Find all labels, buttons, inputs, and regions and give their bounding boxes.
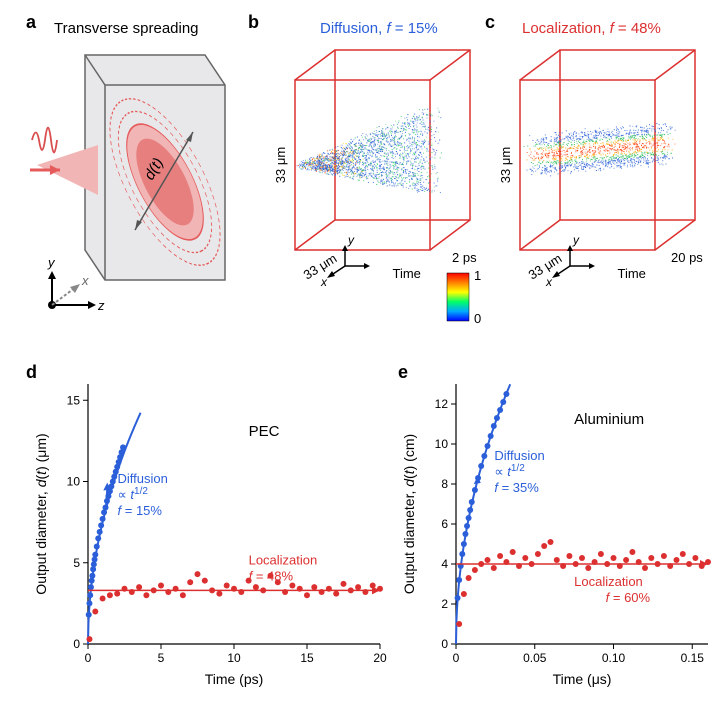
svg-text:2 ps: 2 ps <box>452 250 477 265</box>
svg-text:y: y <box>47 255 56 270</box>
panel-label-c: c <box>485 12 495 33</box>
svg-text:12: 12 <box>435 397 449 411</box>
svg-text:∝ t1/2: ∝ t1/2 <box>118 486 149 502</box>
svg-text:0: 0 <box>453 651 460 665</box>
svg-text:0.15: 0.15 <box>681 651 705 665</box>
svg-text:0: 0 <box>85 651 92 665</box>
svg-text:10: 10 <box>67 475 81 489</box>
svg-text:y: y <box>572 233 580 247</box>
panel-c-title: Localization, f = 48% <box>522 20 661 37</box>
svg-text:15: 15 <box>67 393 81 407</box>
panel-a: d(t)yzx <box>30 45 240 335</box>
svg-text:Time (ps): Time (ps) <box>205 671 264 687</box>
panel-label-b: b <box>248 12 259 33</box>
svg-text:0: 0 <box>73 637 80 651</box>
svg-text:0: 0 <box>441 637 448 651</box>
svg-text:f = 48%: f = 48% <box>249 568 294 583</box>
svg-text:5: 5 <box>73 556 80 570</box>
svg-text:x: x <box>545 275 553 289</box>
svg-text:x: x <box>320 275 328 289</box>
panel-e: 0 0.05 0.10 0.15 0 2 4 6 8 10 12 Time (μs) Output di… <box>398 372 718 692</box>
svg-text:0: 0 <box>474 311 481 326</box>
svg-text:Localization: Localization <box>574 574 643 589</box>
svg-text:Output diameter, d(t) (cm): Output diameter, d(t) (cm) <box>401 434 417 594</box>
svg-text:Time (μs): Time (μs) <box>553 671 612 687</box>
svg-text:15: 15 <box>300 651 314 665</box>
svg-text:Diffusion: Diffusion <box>494 448 544 463</box>
svg-text:Localization: Localization <box>249 552 318 567</box>
svg-text:1: 1 <box>474 268 481 283</box>
svg-text:5: 5 <box>158 651 165 665</box>
panel-c: 33 μm33 μm20 psTimeyx <box>490 40 710 340</box>
panel-d: 0 5 10 15 20 0 5 10 15 Time (ps) Output diameter, … <box>30 372 390 692</box>
svg-text:33 μm: 33 μm <box>498 147 513 183</box>
svg-text:10: 10 <box>435 437 449 451</box>
svg-text:∝ t1/2: ∝ t1/2 <box>494 463 525 479</box>
svg-text:PEC: PEC <box>249 423 280 440</box>
svg-text:f = 35%: f = 35% <box>494 480 539 495</box>
svg-text:8: 8 <box>441 477 448 491</box>
svg-text:f = 60%: f = 60% <box>606 590 651 605</box>
svg-text:6: 6 <box>441 517 448 531</box>
svg-text:x: x <box>81 273 89 288</box>
svg-text:33 μm: 33 μm <box>273 147 288 183</box>
colorbar: 10 <box>442 268 502 328</box>
svg-text:Time: Time <box>618 266 646 281</box>
svg-text:20 ps: 20 ps <box>671 250 703 265</box>
svg-text:2: 2 <box>441 597 448 611</box>
figure: a b c d e Transverse spreading d(t)yzx D… <box>10 10 714 696</box>
svg-text:f = 15%: f = 15% <box>118 503 163 518</box>
svg-text:4: 4 <box>441 557 448 571</box>
panel-a-title: Transverse spreading <box>54 20 199 37</box>
svg-text:Aluminium: Aluminium <box>574 411 644 428</box>
svg-text:0.05: 0.05 <box>523 651 547 665</box>
svg-text:Time: Time <box>393 266 421 281</box>
svg-text:Output diameter, d(t) (μm): Output diameter, d(t) (μm) <box>33 433 49 594</box>
panel-label-a: a <box>26 12 36 33</box>
svg-text:0.10: 0.10 <box>602 651 626 665</box>
svg-text:Diffusion: Diffusion <box>118 471 168 486</box>
svg-text:10: 10 <box>227 651 241 665</box>
panel-b-title: Diffusion, f = 15% <box>320 20 438 37</box>
svg-text:20: 20 <box>373 651 387 665</box>
svg-text:y: y <box>347 233 355 247</box>
svg-text:z: z <box>97 298 105 313</box>
